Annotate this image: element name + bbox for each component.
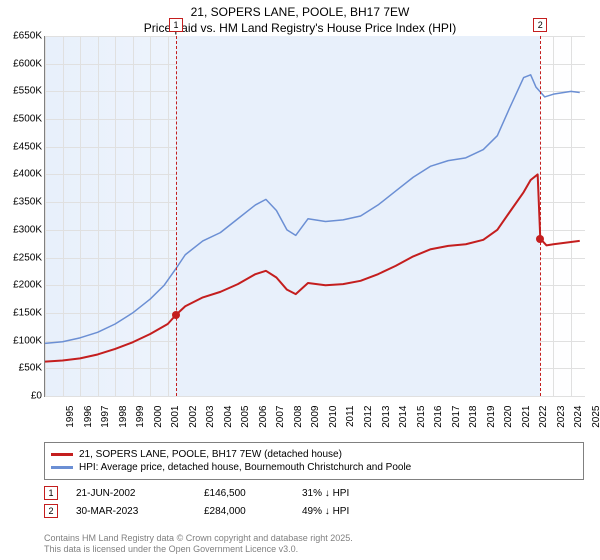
grid-line-h xyxy=(45,396,585,397)
footer-line-1: Contains HM Land Registry data © Crown c… xyxy=(44,533,353,545)
y-tick-label: £100K xyxy=(2,335,42,346)
x-tick-label: 1995 xyxy=(65,406,76,428)
y-tick-label: £50K xyxy=(2,363,42,374)
x-tick-label: 2011 xyxy=(345,406,356,428)
x-tick-label: 1997 xyxy=(100,406,111,428)
sale-row-price: £146,500 xyxy=(204,488,284,499)
y-tick-label: £250K xyxy=(2,252,42,263)
x-tick-label: 2001 xyxy=(170,406,181,428)
y-axis-ticks: £0£50K£100K£150K£200K£250K£300K£350K£400… xyxy=(0,36,42,396)
sale-marker-line xyxy=(176,36,177,396)
x-tick-label: 2024 xyxy=(573,406,584,428)
x-tick-label: 2022 xyxy=(538,406,549,428)
x-axis-ticks: 1995 1996 1997 1998 1999 2000 2001 2002 2003 2004… xyxy=(44,398,584,438)
sale-row-delta: 31% ↓ HPI xyxy=(302,488,402,499)
x-tick-label: 2016 xyxy=(433,406,444,428)
y-tick-label: £450K xyxy=(2,141,42,152)
legend-swatch-hpi xyxy=(51,466,73,469)
sale-row-marker: 2 xyxy=(44,504,58,518)
x-tick-label: 2013 xyxy=(380,406,391,428)
x-tick-label: 2012 xyxy=(363,406,374,428)
chart-title-block: 21, SOPERS LANE, POOLE, BH17 7EW Price p… xyxy=(0,0,600,36)
y-tick-label: £200K xyxy=(2,280,42,291)
x-tick-label: 2004 xyxy=(223,406,234,428)
x-tick-label: 1998 xyxy=(117,406,128,428)
sale-dot xyxy=(536,235,544,243)
legend-row-subject: 21, SOPERS LANE, POOLE, BH17 7EW (detach… xyxy=(51,449,577,460)
x-tick-label: 2010 xyxy=(328,406,339,428)
x-tick-label: 2021 xyxy=(521,406,532,428)
x-tick-label: 2020 xyxy=(503,406,514,428)
x-tick-label: 2007 xyxy=(275,406,286,428)
sale-marker-line xyxy=(540,36,541,396)
footer: Contains HM Land Registry data © Crown c… xyxy=(44,533,353,556)
sale-row: 1 21-JUN-2002 £146,500 31% ↓ HPI xyxy=(44,486,584,500)
series-line-hpi xyxy=(45,75,580,344)
y-tick-label: £550K xyxy=(2,86,42,97)
y-tick-label: £400K xyxy=(2,169,42,180)
chart: 12 £0 £50K £100K £150K £200K £250K £300K £350K £… xyxy=(0,36,600,436)
footer-line-2: This data is licensed under the Open Gov… xyxy=(44,544,353,556)
y-tick-label: £650K xyxy=(2,31,42,42)
sale-row-delta: 49% ↓ HPI xyxy=(302,506,402,517)
sale-row-date: 30-MAR-2023 xyxy=(76,506,186,517)
sale-row-marker: 1 xyxy=(44,486,58,500)
legend-row-hpi: HPI: Average price, detached house, Bour… xyxy=(51,462,577,473)
x-tick-label: 2023 xyxy=(556,406,567,428)
y-tick-label: £300K xyxy=(2,224,42,235)
legend: 21, SOPERS LANE, POOLE, BH17 7EW (detach… xyxy=(44,442,584,480)
legend-swatch-subject xyxy=(51,453,73,456)
x-tick-label: 1996 xyxy=(82,406,93,428)
title-line-2: Price paid vs. HM Land Registry's House … xyxy=(0,20,600,36)
y-tick-label: £500K xyxy=(2,114,42,125)
x-tick-label: 2009 xyxy=(310,406,321,428)
x-tick-label: 2015 xyxy=(415,406,426,428)
x-tick-label: 2025 xyxy=(591,406,600,428)
line-layer xyxy=(45,36,585,396)
legend-label-hpi: HPI: Average price, detached house, Bour… xyxy=(79,462,411,473)
sale-marker-box: 2 xyxy=(533,18,547,32)
x-tick-label: 2003 xyxy=(205,406,216,428)
x-tick-label: 1999 xyxy=(135,406,146,428)
sale-marker-box: 1 xyxy=(169,18,183,32)
x-tick-label: 2002 xyxy=(187,406,198,428)
y-tick-label: £600K xyxy=(2,58,42,69)
x-tick-label: 2019 xyxy=(486,406,497,428)
bottom-block: 21, SOPERS LANE, POOLE, BH17 7EW (detach… xyxy=(44,442,584,522)
legend-label-subject: 21, SOPERS LANE, POOLE, BH17 7EW (detach… xyxy=(79,449,342,460)
sale-row-price: £284,000 xyxy=(204,506,284,517)
y-tick-label: £150K xyxy=(2,307,42,318)
x-tick-label: 2008 xyxy=(293,406,304,428)
sale-dot xyxy=(172,311,180,319)
y-tick-label: £0 xyxy=(2,391,42,402)
x-tick-label: 2006 xyxy=(258,406,269,428)
plot-area: 12 xyxy=(44,36,585,397)
title-line-1: 21, SOPERS LANE, POOLE, BH17 7EW xyxy=(0,4,600,20)
x-tick-label: 2014 xyxy=(398,406,409,428)
sale-row-date: 21-JUN-2002 xyxy=(76,488,186,499)
x-tick-label: 2018 xyxy=(468,406,479,428)
y-tick-label: £350K xyxy=(2,197,42,208)
sales-table: 1 21-JUN-2002 £146,500 31% ↓ HPI 2 30-MAR-202… xyxy=(44,486,584,518)
x-tick-label: 2017 xyxy=(450,406,461,428)
x-tick-label: 2000 xyxy=(152,406,163,428)
sale-row: 2 30-MAR-2023 £284,000 49% ↓ HPI xyxy=(44,504,584,518)
x-tick-label: 2005 xyxy=(240,406,251,428)
series-line-subject xyxy=(45,174,580,361)
